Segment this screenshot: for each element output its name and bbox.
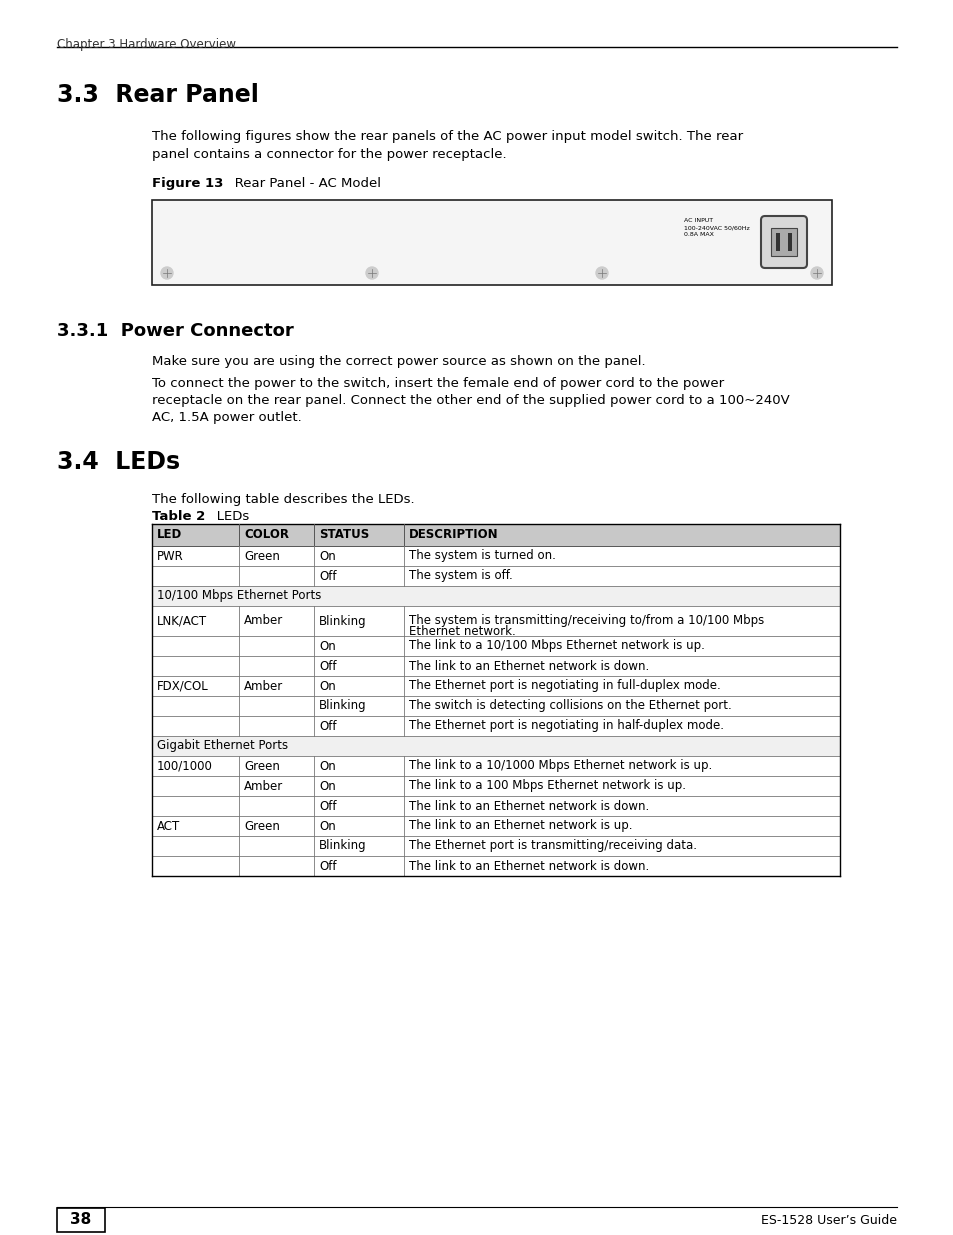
Text: LNK/ACT: LNK/ACT [157, 615, 207, 627]
Text: Table 2: Table 2 [152, 510, 205, 522]
Text: The following table describes the LEDs.: The following table describes the LEDs. [152, 493, 415, 506]
Text: To connect the power to the switch, insert the female end of power cord to the p: To connect the power to the switch, inse… [152, 377, 723, 390]
Text: The Ethernet port is negotiating in full-duplex mode.: The Ethernet port is negotiating in full… [409, 679, 720, 693]
Text: Amber: Amber [244, 779, 283, 793]
Text: On: On [318, 550, 335, 562]
Text: Off: Off [318, 799, 336, 813]
Circle shape [810, 267, 822, 279]
Text: Gigabit Ethernet Ports: Gigabit Ethernet Ports [157, 740, 288, 752]
Bar [152, 524, 840, 546]
Text: Off: Off [318, 860, 336, 872]
Bar [770, 228, 796, 256]
Text: The link to an Ethernet network is down.: The link to an Ethernet network is down. [409, 860, 649, 872]
Text: The link to a 100 Mbps Ethernet network is up.: The link to a 100 Mbps Ethernet network … [409, 779, 685, 793]
Text: The link to an Ethernet network is up.: The link to an Ethernet network is up. [409, 820, 632, 832]
Text: STATUS: STATUS [318, 529, 369, 541]
Text: LED: LED [157, 529, 182, 541]
Text: 38: 38 [71, 1213, 91, 1228]
Text: The link to an Ethernet network is down.: The link to an Ethernet network is down. [409, 659, 649, 673]
Text: Figure 13: Figure 13 [152, 177, 223, 190]
Text: The following figures show the rear panels of the AC power input model switch. T: The following figures show the rear pane… [152, 130, 742, 143]
Text: The Ethernet port is transmitting/receiving data.: The Ethernet port is transmitting/receiv… [409, 840, 697, 852]
Text: receptacle on the rear panel. Connect the other end of the supplied power cord t: receptacle on the rear panel. Connect th… [152, 394, 789, 408]
Text: The system is turned on.: The system is turned on. [409, 550, 556, 562]
Text: The link to a 10/100 Mbps Ethernet network is up.: The link to a 10/100 Mbps Ethernet netwo… [409, 640, 704, 652]
Text: Off: Off [318, 569, 336, 583]
Bar [787, 233, 791, 251]
Text: AC INPUT
100-240VAC 50/60Hz
0.8A MAX: AC INPUT 100-240VAC 50/60Hz 0.8A MAX [683, 219, 749, 237]
Bar [57, 1208, 105, 1233]
Text: Green: Green [244, 550, 279, 562]
Circle shape [161, 267, 172, 279]
Text: The link to a 10/1000 Mbps Ethernet network is up.: The link to a 10/1000 Mbps Ethernet netw… [409, 760, 712, 773]
Text: On: On [318, 640, 335, 652]
Text: On: On [318, 779, 335, 793]
Text: On: On [318, 679, 335, 693]
Text: Rear Panel - AC Model: Rear Panel - AC Model [222, 177, 380, 190]
Text: ES-1528 User’s Guide: ES-1528 User’s Guide [760, 1214, 896, 1226]
Text: LEDs: LEDs [204, 510, 249, 522]
Text: panel contains a connector for the power receptacle.: panel contains a connector for the power… [152, 148, 506, 161]
Text: On: On [318, 820, 335, 832]
Text: The Ethernet port is negotiating in half-duplex mode.: The Ethernet port is negotiating in half… [409, 720, 723, 732]
Text: AC, 1.5A power outlet.: AC, 1.5A power outlet. [152, 411, 301, 424]
Text: The link to an Ethernet network is down.: The link to an Ethernet network is down. [409, 799, 649, 813]
Text: Amber: Amber [244, 679, 283, 693]
Text: COLOR: COLOR [244, 529, 289, 541]
Text: Make sure you are using the correct power source as shown on the panel.: Make sure you are using the correct powe… [152, 354, 645, 368]
Text: The system is off.: The system is off. [409, 569, 512, 583]
Text: Blinking: Blinking [318, 840, 366, 852]
Text: Off: Off [318, 720, 336, 732]
FancyBboxPatch shape [760, 216, 806, 268]
Text: FDX/COL: FDX/COL [157, 679, 209, 693]
Circle shape [366, 267, 377, 279]
Text: Amber: Amber [244, 615, 283, 627]
Text: 3.3.1  Power Connector: 3.3.1 Power Connector [57, 322, 294, 340]
Text: 100/1000: 100/1000 [157, 760, 213, 773]
Text: Off: Off [318, 659, 336, 673]
Text: Blinking: Blinking [318, 615, 366, 627]
Text: 3.4  LEDs: 3.4 LEDs [57, 450, 180, 474]
Text: Green: Green [244, 760, 279, 773]
Text: The switch is detecting collisions on the Ethernet port.: The switch is detecting collisions on th… [409, 699, 731, 713]
Text: On: On [318, 760, 335, 773]
Text: DESCRIPTION: DESCRIPTION [409, 529, 498, 541]
Circle shape [596, 267, 607, 279]
Bar [775, 233, 780, 251]
Bar [152, 200, 831, 285]
Text: Chapter 3 Hardware Overview: Chapter 3 Hardware Overview [57, 38, 235, 51]
Text: Green: Green [244, 820, 279, 832]
Text: The system is transmitting/receiving to/from a 10/100 Mbps: The system is transmitting/receiving to/… [409, 614, 763, 627]
Bar [152, 585, 840, 606]
Text: 3.3  Rear Panel: 3.3 Rear Panel [57, 83, 258, 107]
Text: Blinking: Blinking [318, 699, 366, 713]
Bar [152, 736, 840, 756]
Text: Ethernet network.: Ethernet network. [409, 625, 516, 638]
Text: PWR: PWR [157, 550, 184, 562]
Text: 10/100 Mbps Ethernet Ports: 10/100 Mbps Ethernet Ports [157, 589, 321, 603]
Text: ACT: ACT [157, 820, 180, 832]
